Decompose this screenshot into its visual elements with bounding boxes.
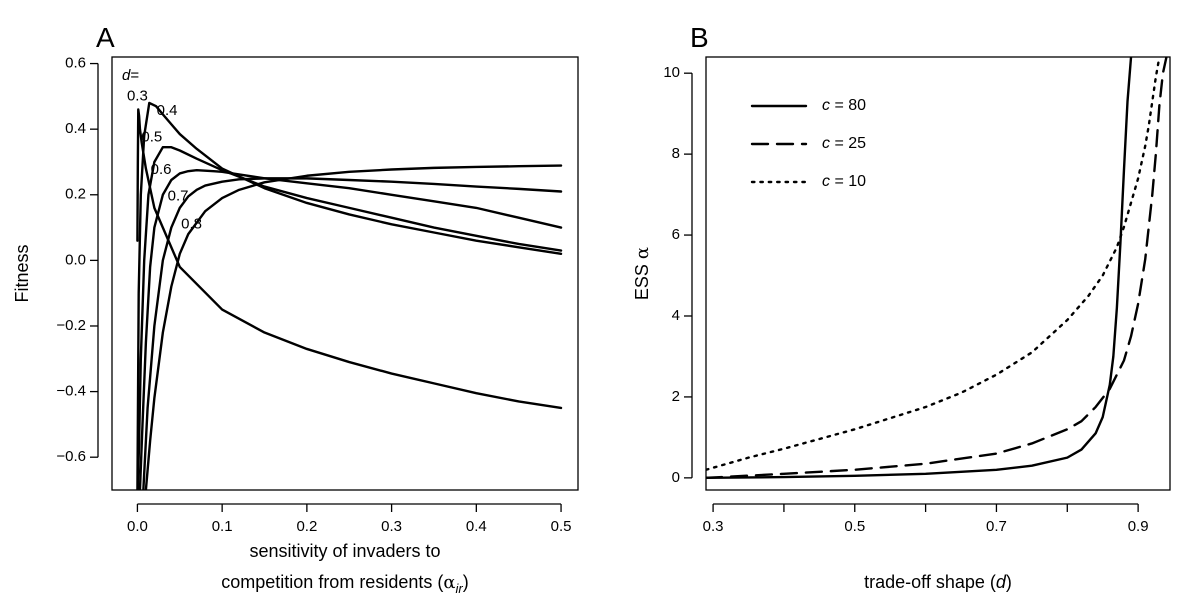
panel-a-curve-label-0.4: 0.4: [157, 102, 178, 119]
panel-a-y-axis-label: Fitness: [12, 244, 32, 302]
panel-a-curve-d-0.7: [142, 177, 563, 490]
panel-b-y-tick-label: 10: [663, 64, 680, 81]
panel-a-y-tick-label: 0.6: [65, 55, 86, 72]
panel-a-plot-frame: [111, 56, 579, 491]
panel-b-curve-dotted: [706, 57, 1161, 471]
panel-a-x-tick-label: 0.2: [296, 518, 317, 535]
panel-b-x-tick-label: 0.7: [986, 518, 1007, 535]
panel-b-x-tick-label: 0.3: [703, 518, 724, 535]
panel-a-x-tick-label: 0.5: [551, 518, 572, 535]
panel-b-x-tick-label: 0.5: [844, 518, 865, 535]
panel-b-y-tick-label: 4: [672, 307, 680, 324]
panel-a-letter: A: [96, 22, 115, 53]
panel-b-curve-solid: [706, 57, 1133, 480]
panel-a-x-axis-label-line1: sensitivity of invaders to: [249, 541, 440, 561]
panel-a-y-tick-label: 0.0: [65, 251, 86, 268]
panel-b-x-axis: 0.3 0.5 0.7 0.9: [703, 503, 1149, 535]
panel-a-x-axis: 0.0 0.1 0.2 0.3 0.4 0.5: [127, 503, 572, 535]
panel-b-y-tick-label: 6: [672, 226, 680, 243]
panel-a-curves: [136, 101, 563, 490]
panel-b-x-tick-label: 0.9: [1128, 518, 1149, 535]
panel-a-curve-d-0.4: [136, 101, 563, 490]
panel-b-y-tick-label: 8: [672, 145, 680, 162]
panel-a-d-legend-title: d=: [122, 67, 139, 84]
panel-a-y-tick-label: −0.2: [56, 317, 86, 334]
panel-a-x-tick-label: 0.0: [127, 518, 148, 535]
panel-a-y-axis: −0.6 −0.4 −0.2 0.0 0.2 0.4 0.6: [56, 55, 99, 465]
panel-b-x-axis-label: trade-off shape (d): [864, 572, 1012, 592]
panel-a-curve-label-0.5: 0.5: [141, 128, 162, 145]
panel-a-curve-label-0.7: 0.7: [168, 187, 189, 204]
panel-a-curve-d-0.5: [136, 146, 563, 490]
panel-b-letter: B: [690, 22, 709, 53]
panel-a-curve-d-0.3: [136, 108, 563, 410]
panel-b-y-tick-label: 2: [672, 388, 680, 405]
panel-a-fitness-chart: 0.3 0.4 0.5 0.6 0.7 0.8 d= 0.0 0.1 0.2 0.3 0.4 0.5 −0…: [12, 55, 579, 596]
panel-a-y-tick-label: −0.6: [56, 448, 86, 465]
panel-b-legend: c = 80 c = 25 c = 10: [750, 97, 866, 190]
panel-a-x-axis-label-line2: competition from residents (αir): [221, 572, 468, 596]
panel-a-x-tick-label: 0.3: [381, 518, 402, 535]
panel-a-curve-d-0.6: [138, 168, 563, 490]
panel-b-y-tick-label: 0: [672, 469, 680, 486]
panel-a-curve-label-0.8: 0.8: [181, 215, 202, 232]
panel-b-curve-dashed: [706, 57, 1168, 480]
panel-b-y-axis-label: ESS α: [632, 247, 653, 300]
panel-a-x-tick-label: 0.1: [212, 518, 233, 535]
panel-a-x-tick-label: 0.4: [466, 518, 487, 535]
panel-a-y-tick-label: 0.2: [65, 186, 86, 203]
panel-a-curve-label-0.6: 0.6: [151, 161, 172, 178]
panel-a-curve-d-0.8: [144, 164, 563, 490]
panel-a-curve-label-0.3: 0.3: [127, 87, 148, 104]
panel-a-y-tick-label: 0.4: [65, 120, 86, 137]
panel-a-y-tick-label: −0.4: [56, 383, 86, 400]
panel-b-legend-label: c = 80: [822, 97, 866, 114]
panel-b-y-axis: 0 2 4 6 8 10: [663, 64, 693, 486]
panel-b-plot-frame: [705, 56, 1171, 491]
panel-b-curves: [706, 57, 1168, 480]
panel-b-legend-label: c = 10: [822, 173, 866, 190]
panel-b-legend-label: c = 25: [822, 135, 866, 152]
panel-b-ess-chart: c = 80 c = 25 c = 10 0.3 0.5 0.7 0.9 0 2 4 6 8 10 tra…: [632, 56, 1171, 592]
